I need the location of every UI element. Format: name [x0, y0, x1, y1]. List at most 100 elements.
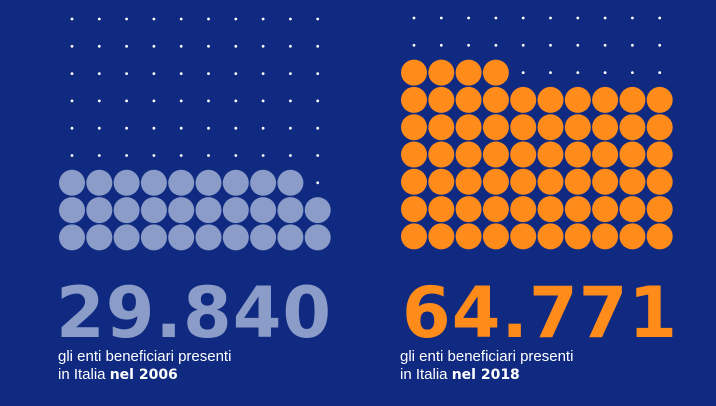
unit-empty-dot: [179, 99, 183, 103]
unit-empty-dot: [316, 126, 320, 130]
unit-empty-dot: [289, 44, 292, 48]
unit-empty-dot: [179, 72, 183, 75]
unit-empty-dot: [179, 44, 183, 48]
unit-filled: [537, 168, 564, 195]
unit-empty-dot: [125, 154, 128, 157]
unit-empty-dot: [576, 71, 580, 74]
unit-empty-dot: [234, 44, 238, 48]
unit-empty-dot: [658, 71, 662, 74]
unit-empty-dot: [439, 16, 443, 20]
unit-grid-2006: [59, 17, 331, 251]
unit-filled: [482, 196, 509, 223]
unit-empty-dot: [261, 126, 265, 130]
unit-empty-dot: [603, 43, 607, 47]
unit-filled: [140, 169, 167, 196]
unit-filled: [222, 169, 249, 196]
unit-filled: [86, 169, 113, 196]
unit-empty-dot: [316, 181, 320, 185]
unit-filled: [455, 223, 482, 250]
unit-empty-dot: [289, 17, 292, 21]
unit-filled: [537, 114, 564, 141]
unit-empty-dot: [207, 126, 210, 130]
unit-empty-dot: [152, 17, 156, 21]
unit-empty-dot: [521, 43, 525, 47]
unit-empty-dot: [125, 99, 128, 103]
unit-empty-dot: [179, 154, 183, 157]
unit-filled: [428, 86, 455, 113]
unit-filled: [510, 196, 537, 223]
unit-filled: [277, 224, 304, 251]
unit-filled: [619, 114, 646, 141]
unit-empty-dot: [152, 44, 156, 48]
unit-empty-dot: [207, 17, 210, 21]
unit-filled: [537, 141, 564, 168]
unit-empty-dot: [412, 43, 416, 47]
unit-filled: [401, 168, 427, 195]
caption-2018-line1: gli enti beneficiari presenti: [400, 348, 574, 365]
unit-filled: [59, 224, 85, 251]
unit-filled: [304, 224, 331, 251]
unit-filled: [455, 86, 482, 113]
unit-filled: [168, 197, 195, 224]
unit-filled: [428, 59, 455, 86]
unit-filled: [564, 114, 591, 141]
unit-empty-dot: [152, 72, 156, 75]
unit-filled: [510, 168, 537, 195]
unit-filled: [619, 168, 646, 195]
unit-empty-dot: [70, 17, 74, 21]
unit-empty-dot: [494, 16, 498, 20]
unit-filled: [195, 169, 222, 196]
unit-filled: [619, 141, 646, 168]
unit-empty-dot: [549, 16, 552, 20]
unit-filled: [86, 197, 113, 224]
unit-filled: [482, 59, 509, 86]
unit-filled: [510, 86, 537, 113]
unit-filled: [592, 196, 619, 223]
unit-filled: [510, 223, 537, 250]
unit-empty-dot: [439, 43, 443, 47]
unit-filled: [59, 197, 85, 224]
unit-filled: [250, 197, 277, 224]
unit-filled: [401, 86, 427, 113]
caption-2018-year: nel 2018: [451, 367, 520, 383]
unit-filled: [537, 223, 564, 250]
unit-filled: [304, 197, 331, 224]
unit-empty-dot: [234, 126, 238, 130]
unit-grid-2018: [401, 16, 673, 250]
unit-empty-dot: [152, 154, 156, 157]
unit-filled: [428, 141, 455, 168]
unit-empty-dot: [658, 16, 662, 20]
value-2018: 64.771: [402, 272, 679, 354]
unit-filled: [113, 169, 140, 196]
unit-empty-dot: [261, 72, 265, 75]
unit-filled: [619, 196, 646, 223]
unit-filled: [277, 197, 304, 224]
unit-empty-dot: [207, 154, 210, 157]
unit-empty-dot: [234, 17, 238, 21]
unit-empty-dot: [70, 99, 74, 103]
unit-empty-dot: [97, 154, 101, 157]
unit-filled: [401, 223, 427, 250]
unit-filled: [168, 169, 195, 196]
unit-filled: [564, 168, 591, 195]
unit-filled: [592, 141, 619, 168]
unit-filled: [455, 141, 482, 168]
unit-filled: [455, 196, 482, 223]
unit-filled: [168, 224, 195, 251]
unit-empty-dot: [316, 72, 320, 75]
unit-empty-dot: [412, 16, 416, 20]
unit-filled: [277, 169, 304, 196]
unit-filled: [222, 197, 249, 224]
unit-filled: [510, 114, 537, 141]
unit-filled: [564, 86, 591, 113]
unit-empty-dot: [576, 16, 580, 20]
unit-filled: [401, 196, 427, 223]
unit-filled: [113, 224, 140, 251]
panel-2018: 64.771 gli enti beneficiari presenti in …: [392, 0, 716, 406]
unit-empty-dot: [316, 99, 320, 103]
unit-empty-dot: [70, 72, 74, 75]
unit-filled: [401, 59, 427, 86]
unit-filled: [646, 114, 673, 141]
unit-filled: [428, 223, 455, 250]
